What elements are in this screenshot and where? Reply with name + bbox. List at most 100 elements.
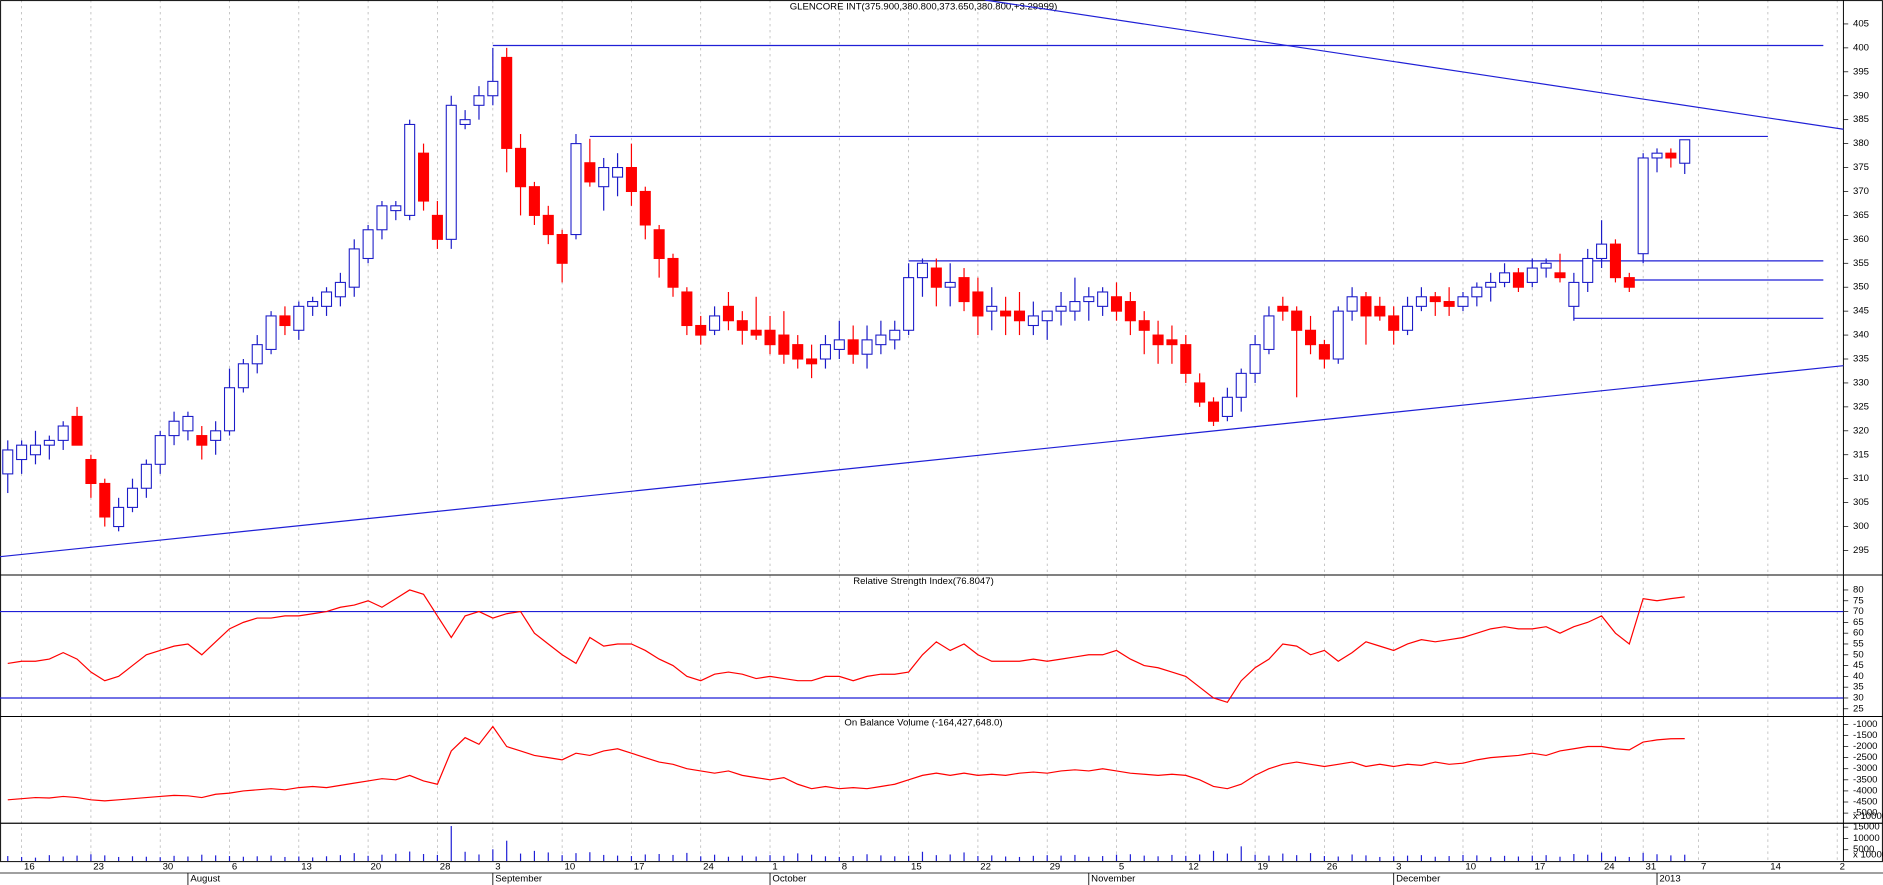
y-tick-label: 350 — [1853, 282, 1869, 293]
candle-body — [1415, 296, 1427, 307]
x-tick-label: 24 — [703, 862, 714, 873]
candle-body — [916, 262, 929, 279]
candle-body — [390, 205, 402, 212]
candle-body — [404, 123, 416, 216]
candle-body — [418, 152, 430, 202]
y-tick-label: 345 — [1853, 306, 1869, 317]
candle-body — [140, 463, 152, 489]
y-tick-label: 400 — [1853, 42, 1869, 53]
x-tick-label: 16 — [24, 862, 35, 873]
x-tick-label: 31 — [1646, 862, 1657, 873]
y-tick-label: 300 — [1853, 521, 1869, 532]
candle-body — [1083, 296, 1095, 303]
candle-body — [930, 267, 942, 288]
candle-body — [1207, 401, 1220, 422]
candle-body — [1346, 296, 1358, 312]
y-tick-label: 5000 — [1853, 844, 1874, 855]
candle-body — [1221, 396, 1233, 417]
y-tick-label: 330 — [1853, 377, 1869, 388]
candle-body — [376, 205, 388, 231]
y-tick-label: 10000 — [1853, 833, 1880, 844]
candle-body — [1277, 305, 1289, 312]
x-tick-label: 12 — [1188, 862, 1199, 873]
candle-body — [1000, 310, 1012, 317]
month-label: November — [1091, 874, 1136, 885]
y-tick-label: 40 — [1853, 671, 1864, 682]
candle-body — [736, 320, 748, 331]
y-tick-label: 365 — [1853, 210, 1869, 221]
candle-body — [1651, 152, 1663, 159]
candle-body — [154, 435, 166, 465]
y-tick-label: 355 — [1853, 258, 1869, 269]
candle-body — [1263, 315, 1275, 350]
indicator-line — [7, 589, 1685, 704]
y-tick-label: 380 — [1853, 138, 1869, 149]
candle-body — [944, 281, 956, 288]
y-tick-label: -4500 — [1853, 797, 1878, 808]
candle-body — [126, 487, 139, 508]
candle-body — [1013, 310, 1026, 322]
candle-body — [29, 444, 42, 456]
panel-title: On Balance Volume (-164,427,648.0) — [844, 718, 1002, 729]
candle-body — [709, 315, 721, 331]
y-tick-label: 65 — [1853, 617, 1864, 628]
indicator-line — [7, 725, 1685, 802]
candle-body — [1124, 301, 1136, 322]
candle-body — [1679, 139, 1691, 164]
candle-body — [847, 339, 859, 355]
candle-body — [972, 291, 984, 317]
candle-body — [556, 234, 568, 264]
month-label: September — [495, 874, 543, 885]
candle-body — [515, 147, 527, 188]
candle-body — [334, 281, 346, 298]
candle-body — [889, 329, 901, 341]
y-tick-label: 375 — [1853, 162, 1869, 173]
candle-body — [1485, 281, 1497, 288]
candle-body — [1318, 344, 1330, 360]
panel-title: GLENCORE INT(375.900,380.800,373.650,380… — [790, 2, 1058, 13]
y-tick-label: 310 — [1853, 473, 1869, 484]
candle-body — [1180, 344, 1192, 374]
y-tick-label: 295 — [1853, 545, 1869, 556]
candle-body — [1457, 296, 1469, 307]
month-label: August — [190, 874, 220, 885]
y-tick-label: 70 — [1853, 606, 1864, 617]
candle-body — [487, 80, 499, 97]
y-tick-label: 30 — [1853, 693, 1864, 704]
candle-body — [223, 387, 236, 432]
candle-body — [1291, 310, 1303, 331]
candle-body — [99, 482, 111, 518]
candle-body — [1152, 334, 1164, 346]
candle-body — [625, 166, 637, 193]
y-tick-label: 45 — [1853, 660, 1864, 671]
month-label: December — [1396, 874, 1441, 885]
y-tick-label: 360 — [1853, 234, 1869, 245]
candle-body — [1623, 277, 1635, 288]
candle-body — [1402, 305, 1414, 331]
candle-body — [1554, 272, 1566, 279]
x-tick-label: 3 — [1396, 862, 1401, 873]
candle-body — [1332, 310, 1344, 360]
candle-body — [210, 430, 222, 441]
candle-body — [722, 305, 734, 322]
y-tick-label: 325 — [1853, 401, 1869, 412]
candle-body — [667, 257, 679, 288]
y-tick-label: 370 — [1853, 186, 1869, 197]
candle-body — [2, 449, 14, 475]
y-tick-label: 80 — [1853, 584, 1864, 595]
candle-body — [695, 324, 707, 336]
x-tick-label: 1 — [772, 862, 777, 873]
candle-body — [16, 444, 28, 461]
candle-body — [459, 119, 471, 125]
candle-body — [196, 435, 208, 446]
x-tick-label: 5 — [1119, 862, 1124, 873]
candle-body — [1443, 301, 1455, 307]
y-tick-label: -5000 — [1853, 808, 1878, 819]
x-tick-label: 28 — [440, 862, 451, 873]
candle-body — [833, 339, 845, 350]
y-tick-label: -3000 — [1853, 763, 1878, 774]
candle-body — [598, 166, 610, 188]
candle-body — [1110, 296, 1123, 312]
candle-body — [1540, 262, 1552, 269]
